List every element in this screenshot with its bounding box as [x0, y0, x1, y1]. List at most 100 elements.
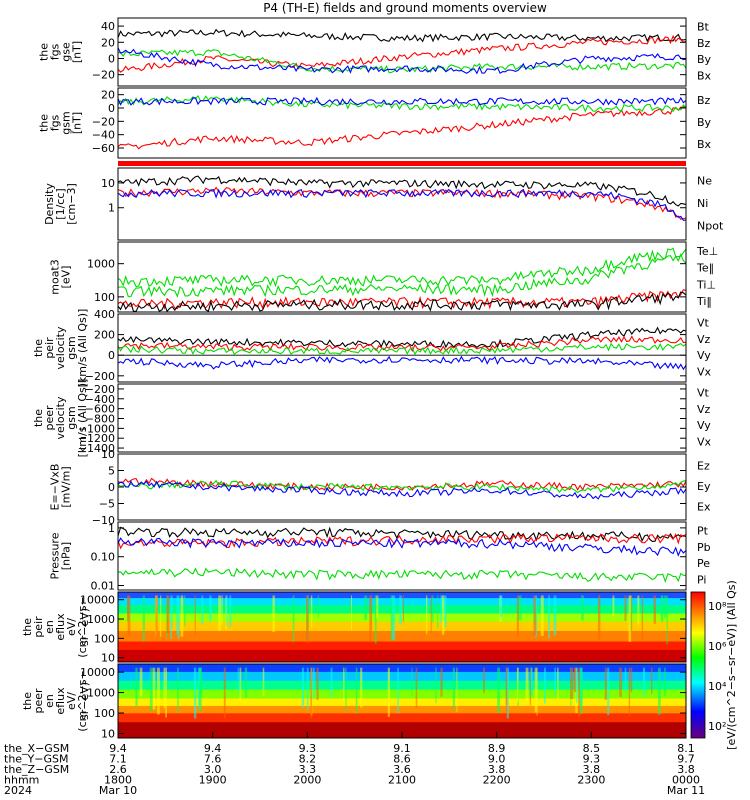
spectrogram-streak: [456, 667, 458, 713]
spectrogram-band: [118, 680, 686, 690]
legend-entry: Bz: [697, 37, 711, 50]
spectrogram-streak: [525, 667, 529, 702]
y-tick-label: −20: [92, 69, 115, 82]
spectrogram-streak: [292, 595, 295, 643]
spectrogram-streak: [544, 667, 546, 704]
spectrogram-streak: [548, 595, 551, 639]
legend-entry: Bt: [697, 21, 710, 34]
spectrogram-streak: [505, 667, 507, 706]
spectrogram-streak: [170, 595, 172, 640]
series-npot-line: [117, 188, 687, 221]
x-row-value: 3.8: [488, 763, 506, 776]
y-tick-label: 1: [108, 202, 115, 215]
spectrogram-streak: [580, 667, 583, 714]
y-axis-label: gsm: [65, 406, 78, 429]
y-axis-label: [mV/m]: [60, 466, 73, 507]
legend-entry: Vz: [697, 333, 711, 346]
spectrogram-band: [118, 621, 686, 631]
spectrogram-streak: [306, 667, 309, 710]
y-axis-label: [km/s (All Qs)]: [76, 309, 89, 388]
y-tick-label: −200: [85, 370, 115, 383]
series-pt-line: [117, 526, 687, 542]
y-axis-label: peer: [43, 405, 56, 431]
y-tick-label: 10: [101, 177, 115, 190]
spectrogram-streak: [624, 667, 627, 693]
y-tick-label: −60: [92, 142, 115, 155]
series-bt-line: [117, 28, 687, 43]
series-ni-line: [117, 175, 687, 207]
x-row-name: the_X−GSM: [4, 742, 69, 755]
x-row-value: 3.0: [204, 763, 222, 776]
spectrogram-streak: [553, 595, 557, 636]
y-tick-label: −400: [85, 393, 115, 406]
spectrogram-band: [118, 592, 686, 599]
legend-entry: Bx: [697, 69, 712, 82]
spectrogram-streak: [355, 667, 358, 715]
y-tick-label: −20: [92, 115, 115, 128]
y-tick-label: 100: [94, 291, 115, 304]
y-axis-label: the: [21, 618, 34, 636]
spectrogram-streak: [310, 595, 313, 628]
y-axis-label: peir: [43, 337, 56, 359]
series-bz-line: [117, 106, 687, 150]
y-axis-label: gsm: [60, 111, 73, 134]
legend-entry: Vy: [697, 419, 711, 432]
spectrogram-streak: [244, 667, 248, 698]
legend-entry: Ez: [697, 459, 710, 472]
legend-entry: Vz: [697, 403, 711, 416]
spectrogram-streak: [664, 595, 667, 618]
x-row-value: 7.1: [109, 753, 127, 766]
spectrogram-streak: [176, 595, 179, 635]
series-bx-line: [117, 47, 687, 75]
spectrogram-streak: [440, 595, 443, 623]
panel-frame: [117, 591, 687, 663]
x-row-value: 2200: [483, 774, 511, 787]
x-row-value: 3.6: [393, 763, 411, 776]
spectrogram-band: [118, 712, 686, 723]
y-axis-label: the: [38, 114, 51, 132]
spectrogram-streak: [534, 667, 537, 713]
x-row-value: 8.2: [299, 753, 317, 766]
y-tick-label: 0: [108, 102, 115, 115]
series-ey-line: [117, 479, 687, 494]
spectrogram-streak: [426, 595, 428, 635]
y-axis-label: sr−eV): [78, 682, 91, 720]
y-axis-label: eflux: [54, 687, 67, 715]
spectrogram-streak: [345, 667, 347, 713]
x-row-value: 3.8: [677, 763, 695, 776]
chart-title: P4 (TH-E) fields and ground moments over…: [263, 1, 547, 15]
spectrogram-streak: [139, 667, 143, 697]
spectrogram-streak: [369, 595, 372, 642]
series-pb-line: [117, 532, 687, 550]
spectrogram-streak: [597, 595, 601, 640]
y-tick-label: 1000: [87, 613, 115, 626]
x-row-value: 9.4: [109, 742, 127, 755]
x-row-name: hhmm: [4, 774, 39, 787]
spectrogram-streak: [497, 667, 501, 713]
spectrogram-streak: [201, 595, 204, 625]
spectrogram-streak: [194, 595, 196, 636]
date-label: Mar 11: [667, 784, 705, 797]
spectrogram-streak: [619, 667, 622, 698]
legend-entry: Ti‖: [696, 295, 712, 308]
legend-entry: Pt: [697, 525, 709, 538]
spectrogram-streak: [430, 595, 432, 634]
y-axis-label: gsm: [65, 336, 78, 359]
y-tick-label: 10000: [80, 666, 115, 679]
y-tick-label: 10: [101, 448, 115, 461]
y-axis-label: Density: [43, 183, 56, 225]
spectrogram-streak: [628, 595, 632, 642]
y-axis-label: sr−eV): [78, 608, 91, 646]
spectrogram-streak: [637, 595, 640, 625]
panel-peer_velocity: Vt Vz Vy Vx −200−400−600−800−1000−1200−1400 t…: [32, 379, 712, 458]
series-pe-line: [117, 567, 686, 584]
spectrogram-streak: [313, 667, 315, 700]
panel-peir_eflux: 10 100 1000 10000 thepeirenefluxeV/(cm^2−s−s…: [21, 591, 687, 665]
spectrogram-streak: [578, 667, 580, 717]
spectrogram-streak: [435, 667, 437, 704]
spectrogram-streak: [387, 667, 390, 717]
panel-efield: Ez Ey Ex −10 −5 0 5 10 E=−VxB[mV/m]: [49, 448, 711, 527]
legend-entry: Bz: [697, 94, 711, 107]
y-tick-label: 40: [101, 20, 115, 33]
